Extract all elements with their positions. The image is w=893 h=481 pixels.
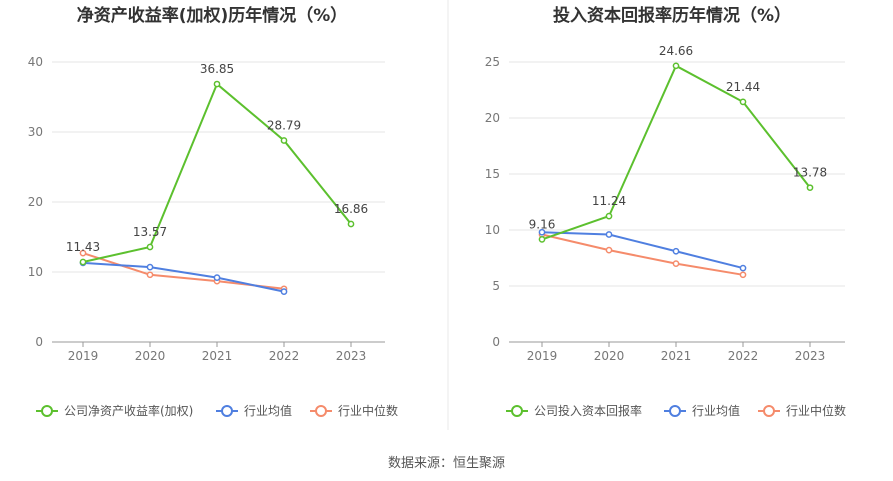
- data-point[interactable]: [672, 62, 680, 70]
- data-point[interactable]: [146, 263, 154, 271]
- x-tick-label: 2023: [336, 349, 367, 363]
- data-point[interactable]: [79, 249, 87, 257]
- data-point[interactable]: [538, 236, 546, 243]
- data-label: 28.79: [267, 118, 301, 132]
- x-tick-label: 2021: [202, 349, 233, 363]
- data-point[interactable]: [213, 80, 221, 88]
- legend-marker[interactable]: [511, 405, 523, 417]
- legend-label[interactable]: 公司净资产收益率(加权): [64, 403, 193, 418]
- x-tick-label: 2021: [661, 349, 692, 363]
- series-line: [541, 231, 744, 270]
- data-point[interactable]: [79, 258, 87, 266]
- data-point[interactable]: [672, 247, 680, 255]
- legend-label[interactable]: 行业均值: [244, 403, 292, 418]
- data-point[interactable]: [739, 271, 747, 279]
- legend-marker[interactable]: [221, 405, 233, 417]
- series-line: [541, 233, 744, 276]
- data-point[interactable]: [538, 228, 546, 236]
- x-tick-label: 2019: [68, 349, 99, 363]
- data-label: 21.44: [726, 80, 760, 94]
- legend-label[interactable]: 行业中位数: [338, 403, 398, 418]
- y-tick-label: 40: [28, 55, 43, 69]
- legend-label[interactable]: 行业中位数: [786, 403, 846, 418]
- data-point[interactable]: [146, 243, 154, 251]
- y-tick-label: 15: [485, 167, 500, 181]
- data-point[interactable]: [146, 271, 154, 279]
- data-point[interactable]: [739, 264, 747, 272]
- x-tick-label: 2020: [135, 349, 166, 363]
- x-tick-label: 2023: [795, 349, 826, 363]
- data-label: 11.24: [592, 194, 626, 208]
- y-tick-label: 20: [485, 111, 500, 125]
- y-tick-label: 0: [492, 335, 500, 349]
- series-line: [541, 64, 811, 241]
- series-line: [82, 252, 285, 290]
- data-point[interactable]: [213, 274, 221, 281]
- data-label: 24.66: [659, 44, 693, 58]
- data-label: 16.86: [334, 202, 368, 216]
- data-label: 11.43: [66, 240, 100, 254]
- legend-marker[interactable]: [669, 405, 681, 417]
- y-tick-label: 20: [28, 195, 43, 209]
- legend-label[interactable]: 公司投入资本回报率: [534, 403, 642, 418]
- chart-title: 净资产收益率(加权)历年情况（%）: [77, 5, 348, 26]
- data-label: 13.57: [133, 225, 167, 239]
- data-point[interactable]: [605, 212, 613, 220]
- chart-title: 投入资本回报率历年情况（%）: [553, 5, 791, 26]
- legend-marker[interactable]: [763, 405, 775, 417]
- data-label: 9.16: [529, 217, 556, 231]
- data-point[interactable]: [605, 231, 613, 238]
- legend-marker[interactable]: [41, 405, 53, 417]
- x-tick-label: 2019: [527, 349, 558, 363]
- data-source: 数据来源：恒生聚源: [387, 456, 505, 471]
- y-tick-label: 0: [35, 335, 43, 349]
- data-point[interactable]: [672, 260, 680, 267]
- data-point[interactable]: [605, 246, 613, 254]
- data-point[interactable]: [347, 220, 355, 228]
- legend-marker[interactable]: [315, 405, 327, 417]
- y-tick-label: 10: [28, 265, 43, 279]
- x-tick-label: 2022: [269, 349, 300, 363]
- legend-label[interactable]: 行业均值: [692, 403, 740, 418]
- x-tick-label: 2020: [594, 349, 625, 363]
- data-point[interactable]: [280, 137, 288, 144]
- data-label: 36.85: [200, 62, 234, 76]
- data-point[interactable]: [280, 288, 288, 295]
- data-label: 13.78: [793, 166, 827, 180]
- x-tick-label: 2022: [728, 349, 759, 363]
- data-point[interactable]: [806, 184, 814, 192]
- series-line: [82, 261, 285, 293]
- data-point[interactable]: [739, 98, 747, 106]
- y-tick-label: 5: [492, 279, 500, 293]
- y-tick-label: 30: [28, 125, 43, 139]
- y-tick-label: 10: [485, 223, 500, 237]
- y-tick-label: 25: [485, 55, 500, 69]
- series-line: [82, 82, 352, 263]
